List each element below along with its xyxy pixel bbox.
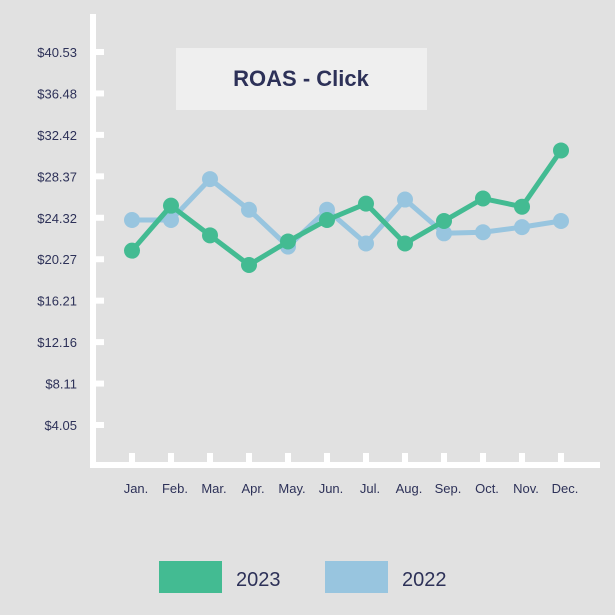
x-tick-label: Jun. [319, 481, 344, 496]
axes [90, 14, 600, 468]
series-layer [124, 142, 569, 273]
x-tick-label: Feb. [162, 481, 188, 496]
data-point-2022 [514, 219, 530, 236]
data-point-2023 [202, 227, 218, 244]
legend-swatch-2023 [159, 561, 222, 593]
x-tick-label: Jul. [360, 481, 380, 496]
data-point-2023 [124, 242, 140, 259]
x-tick-label: May. [278, 481, 305, 496]
data-point-2023 [514, 198, 530, 215]
data-point-2023 [553, 142, 569, 159]
legend-label-2023: 2023 [236, 569, 281, 591]
data-point-2023 [163, 197, 179, 214]
x-tick-mark [324, 453, 330, 465]
data-point-2023 [397, 235, 413, 252]
y-tick-label: $8.11 [45, 377, 77, 392]
data-point-2022 [163, 211, 179, 228]
x-tick-label: Sep. [435, 481, 462, 496]
y-tick-label: $20.27 [37, 252, 77, 267]
x-tick-mark [129, 453, 135, 465]
title-box [176, 48, 427, 110]
y-axis-ticks: $4.05 $8.11 $12.16 $16.21 $20.27 $24.32 $28.37… [37, 45, 104, 433]
series-line-2023 [129, 147, 564, 268]
y-tick-label: $16.21 [37, 294, 77, 309]
x-tick-label: Nov. [513, 481, 539, 496]
data-point-2023 [358, 195, 374, 212]
y-tick-label: $24.32 [37, 211, 77, 226]
data-point-2022 [436, 225, 452, 242]
y-tick-mark [94, 297, 104, 304]
data-point-2022 [475, 224, 491, 241]
y-tick-mark [94, 380, 104, 387]
legend: 2023 2022 [159, 561, 447, 593]
data-point-2023 [241, 256, 257, 273]
series-2022 [124, 171, 569, 255]
x-tick-label: Dec. [552, 481, 579, 496]
y-tick-mark [94, 90, 104, 97]
x-tick-mark [519, 453, 525, 465]
y-tick-label: $4.05 [44, 418, 77, 433]
series-2023 [124, 142, 569, 273]
y-tick-mark [94, 256, 104, 263]
y-tick-mark [94, 339, 104, 346]
x-tick-mark [168, 453, 174, 465]
x-tick-mark [558, 453, 564, 465]
data-point-2022 [358, 235, 374, 252]
x-tick-mark [246, 453, 252, 465]
data-point-2022 [397, 191, 413, 208]
x-tick-mark [441, 453, 447, 465]
chart-title: ROAS - Click [233, 66, 369, 91]
data-point-2022 [202, 171, 218, 188]
data-point-2023 [319, 211, 335, 228]
y-tick-mark [94, 214, 104, 221]
x-tick-mark [363, 453, 369, 465]
y-tick-label: $28.37 [37, 169, 77, 184]
x-tick-mark [480, 453, 486, 465]
legend-swatch-2022 [325, 561, 388, 593]
y-tick-label: $40.53 [37, 45, 77, 60]
y-tick-mark [94, 173, 104, 180]
x-tick-label: Aug. [396, 481, 423, 496]
x-tick-mark [285, 453, 291, 465]
data-point-2022 [124, 211, 140, 228]
y-tick-mark [94, 422, 104, 428]
data-point-2022 [241, 201, 257, 218]
y-tick-label: $12.16 [37, 335, 77, 350]
data-point-2023 [475, 190, 491, 207]
x-tick-label: Oct. [475, 481, 499, 496]
x-tick-label: Jan. [124, 481, 149, 496]
y-tick-mark [94, 131, 104, 138]
x-tick-mark [207, 453, 213, 465]
x-tick-label: Mar. [201, 481, 226, 496]
legend-label-2022: 2022 [402, 569, 447, 591]
y-tick-mark [94, 49, 104, 55]
x-tick-label: Apr. [241, 481, 264, 496]
x-tick-mark [402, 453, 408, 465]
x-axis-ticks: Jan. Feb. Mar. Apr. May. Jun. Jul. Aug. Sep. Oct.… [124, 453, 579, 496]
data-point-2023 [280, 233, 296, 250]
y-tick-label: $36.48 [37, 86, 77, 101]
y-tick-label: $32.42 [37, 128, 77, 143]
data-point-2022 [553, 213, 569, 230]
data-point-2023 [436, 213, 452, 230]
